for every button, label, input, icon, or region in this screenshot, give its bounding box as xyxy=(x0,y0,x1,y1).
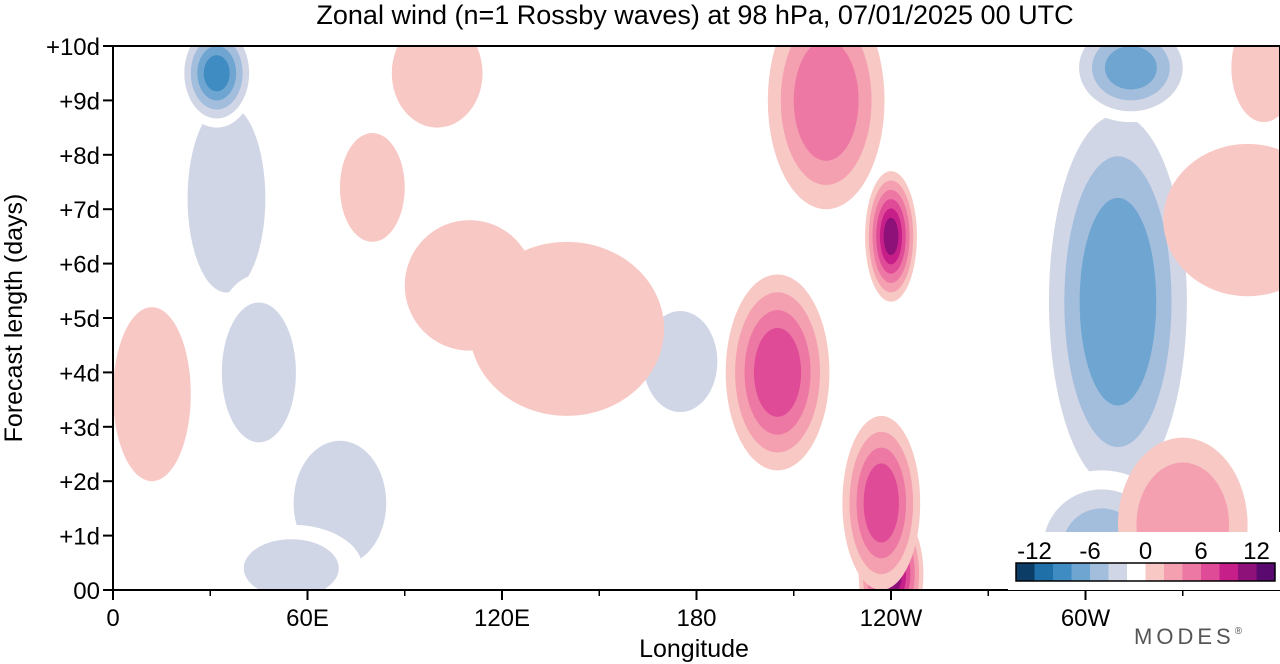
colorbar-swatch xyxy=(1201,563,1220,581)
colorbar-labels: -12 -6 0 6 12 xyxy=(1017,538,1270,565)
x-tick-label: 60E xyxy=(286,605,329,632)
colorbar-tick-label: -6 xyxy=(1079,538,1100,565)
wind-feature-20 xyxy=(863,463,899,543)
colorbar-swatch xyxy=(1256,563,1275,581)
colorbar-tick-label: 0 xyxy=(1139,538,1152,565)
y-tick-label: +1d xyxy=(59,524,100,551)
colorbar-swatches xyxy=(1016,563,1275,581)
wind-feature-7 xyxy=(339,133,405,242)
colorbar-tick-label: -12 xyxy=(1017,538,1052,565)
x-axis: 0 60E 120E 180 120W 60W xyxy=(106,590,1184,632)
colorbar-swatch xyxy=(1182,563,1201,581)
wind-feature-23 xyxy=(1231,46,1280,123)
colorbar-swatch xyxy=(1071,563,1090,581)
colorbar-swatch xyxy=(1164,563,1183,581)
colorbar-swatch xyxy=(1034,563,1053,581)
y-tick-label: 00 xyxy=(73,578,100,605)
y-axis: 00 +1d +2d +3d +4d +5d +6d +7d +8d +9d +10d xyxy=(46,34,113,605)
wind-feature-2 xyxy=(221,302,296,443)
wind-feature-0 xyxy=(187,104,266,293)
y-tick-label: +7d xyxy=(59,197,100,224)
colorbar-swatch xyxy=(1090,563,1109,581)
y-tick-label: +2d xyxy=(59,469,100,496)
colorbar-tick-label: 12 xyxy=(1243,538,1270,565)
wind-feature-4 xyxy=(243,539,339,590)
colorbar-swatch xyxy=(1016,563,1035,581)
y-tick-label: +5d xyxy=(59,306,100,333)
colorbar: -12 -6 0 6 12 xyxy=(1008,532,1280,590)
wind-feature-8 xyxy=(113,307,191,482)
wind-contours xyxy=(113,46,1280,590)
y-tick-label: +6d xyxy=(59,252,100,279)
colorbar-swatch xyxy=(1108,563,1127,581)
wind-feature-21 xyxy=(1163,143,1280,297)
x-axis-label: Longitude xyxy=(639,635,749,663)
colorbar-swatch xyxy=(1238,563,1257,581)
colorbar-swatch xyxy=(1219,563,1238,581)
x-tick-label: 0 xyxy=(106,605,119,632)
colorbar-swatch xyxy=(1127,563,1146,581)
wind-feature-16 xyxy=(793,46,859,161)
y-axis-label: Forecast length (days) xyxy=(0,194,28,443)
modes-logo: MODES® xyxy=(1134,624,1246,649)
x-tick-label: 60W xyxy=(1061,605,1111,632)
wind-feature-18 xyxy=(883,217,899,256)
chart-title: Zonal wind (n=1 Rossby waves) at 98 hPa,… xyxy=(316,0,1073,30)
colorbar-swatch xyxy=(1053,563,1072,581)
y-tick-label: +8d xyxy=(59,143,100,170)
wind-feature-15 xyxy=(391,46,483,128)
x-tick-label: 120E xyxy=(474,605,530,632)
colorbar-frame xyxy=(1015,562,1276,582)
wind-feature-14 xyxy=(469,241,665,416)
x-tick-label: 180 xyxy=(676,605,716,632)
colorbar-tick-label: 6 xyxy=(1194,538,1207,565)
y-tick-label: +10d xyxy=(46,34,100,61)
wind-feature-1 xyxy=(203,55,230,92)
wind-feature-6 xyxy=(586,546,639,590)
wind-feature-10 xyxy=(1079,197,1157,406)
y-tick-label: +4d xyxy=(59,360,100,387)
plot-area xyxy=(113,46,1280,590)
x-tick-label: 120W xyxy=(860,605,923,632)
y-tick-label: +3d xyxy=(59,415,100,442)
wind-feature-12 xyxy=(1104,46,1157,90)
colorbar-swatch xyxy=(1145,563,1164,581)
wind-feature-17 xyxy=(753,327,802,417)
y-tick-label: +9d xyxy=(59,88,100,115)
